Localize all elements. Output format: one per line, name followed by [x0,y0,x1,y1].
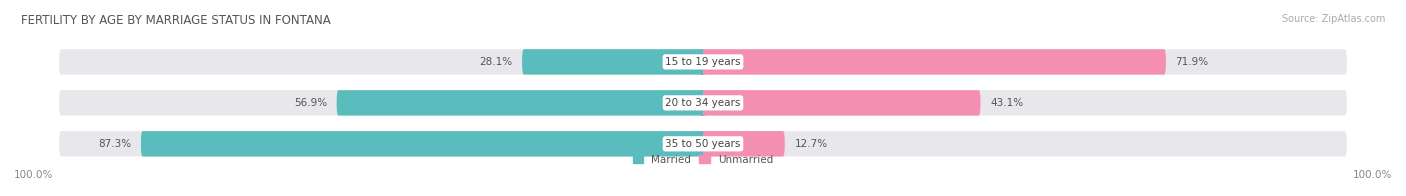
Bar [702,90,703,116]
Text: 20 to 34 years: 20 to 34 years [665,98,741,108]
FancyBboxPatch shape [336,90,703,116]
Bar [703,90,704,116]
FancyBboxPatch shape [59,131,1347,157]
Text: FERTILITY BY AGE BY MARRIAGE STATUS IN FONTANA: FERTILITY BY AGE BY MARRIAGE STATUS IN F… [21,14,330,27]
Text: 87.3%: 87.3% [98,139,131,149]
FancyBboxPatch shape [141,131,703,157]
FancyBboxPatch shape [703,131,785,157]
FancyBboxPatch shape [703,90,980,116]
Text: 35 to 50 years: 35 to 50 years [665,139,741,149]
Legend: Married, Unmarried: Married, Unmarried [633,154,773,164]
Text: 56.9%: 56.9% [294,98,328,108]
Bar [702,131,703,157]
Bar [703,49,704,75]
Bar [703,131,704,157]
Text: 43.1%: 43.1% [990,98,1024,108]
Text: 71.9%: 71.9% [1175,57,1209,67]
Text: 100.0%: 100.0% [1353,171,1392,181]
Bar [702,49,703,75]
FancyBboxPatch shape [59,49,1347,75]
FancyBboxPatch shape [59,90,1347,116]
FancyBboxPatch shape [522,49,703,75]
Text: Source: ZipAtlas.com: Source: ZipAtlas.com [1281,14,1385,24]
Text: 100.0%: 100.0% [14,171,53,181]
FancyBboxPatch shape [703,49,1166,75]
Text: 15 to 19 years: 15 to 19 years [665,57,741,67]
Text: 28.1%: 28.1% [479,57,512,67]
Text: 12.7%: 12.7% [794,139,828,149]
